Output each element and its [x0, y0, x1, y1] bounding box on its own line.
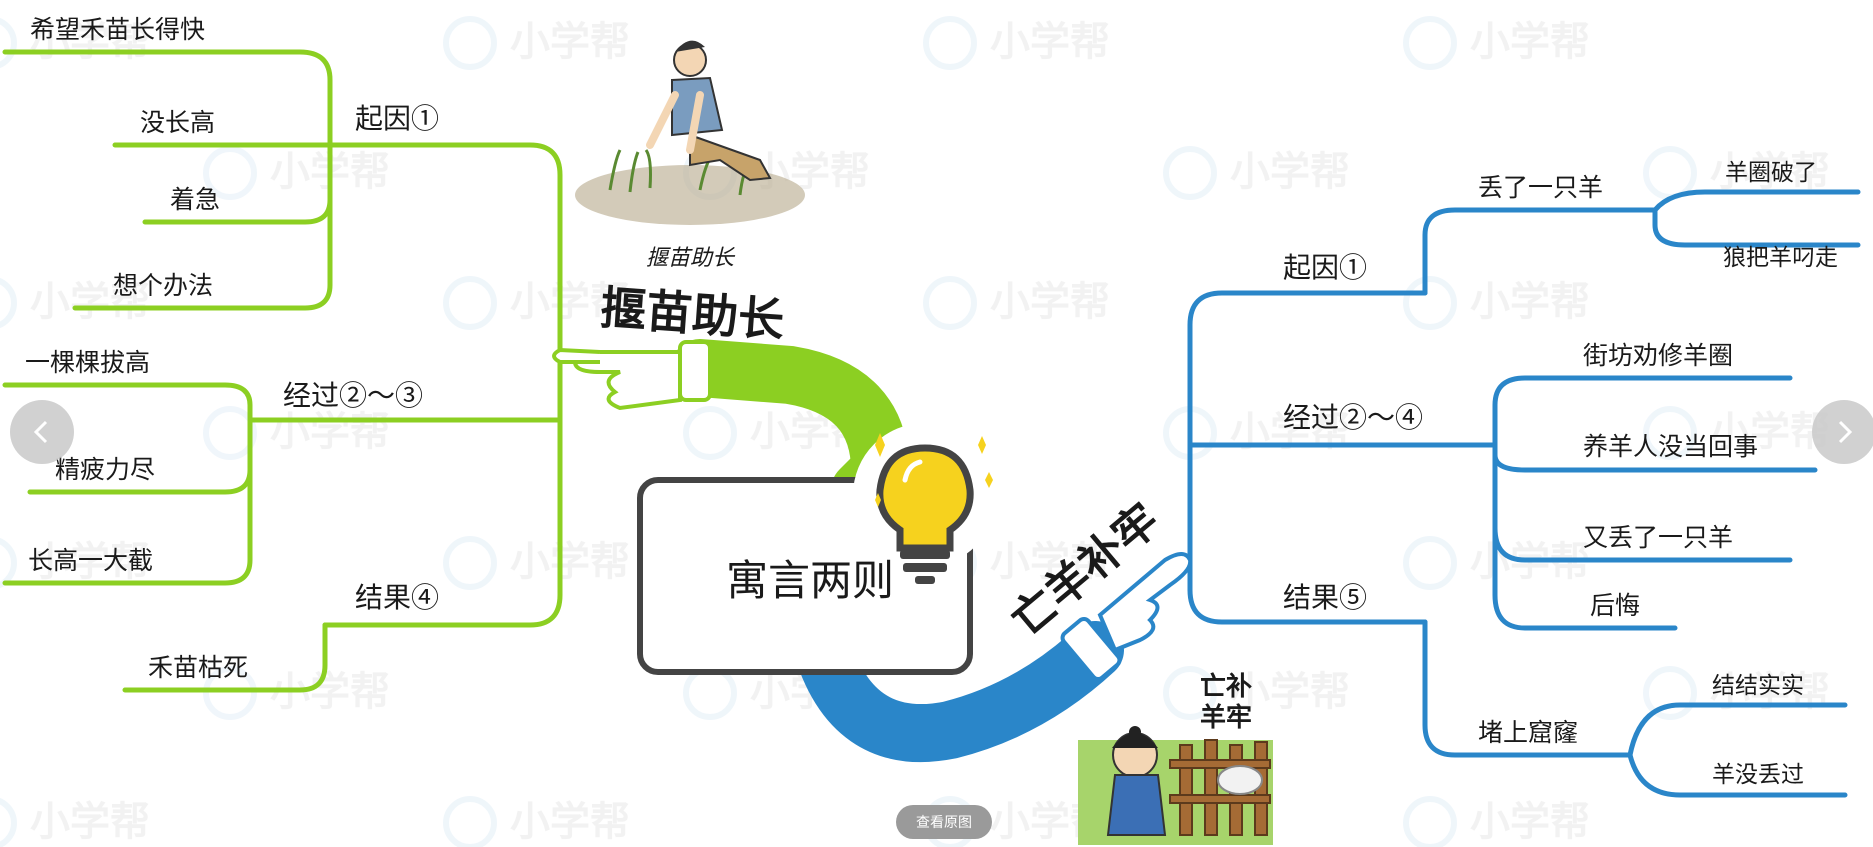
right-story-nodes: 起因① 经过②～④ 结果⑤ 丢了一只羊 羊圈破了 狼把羊叼走 街坊劝修羊圈 养羊…	[1283, 160, 1838, 788]
center-title: 寓言两则	[726, 556, 894, 605]
right-leaf: 后悔	[1590, 591, 1640, 620]
right-branch-result: 结果⑤	[1283, 581, 1367, 614]
left-branch-lines	[2, 49, 563, 693]
light-bulb-icon	[853, 423, 997, 584]
previous-image-button[interactable]	[10, 400, 74, 464]
right-leaf: 羊没丢过	[1712, 762, 1804, 788]
left-leaf: 想个办法	[113, 271, 213, 300]
left-leaf: 禾苗枯死	[148, 653, 248, 682]
right-leaf: 又丢了一只羊	[1583, 523, 1733, 552]
left-leaf: 没长高	[140, 108, 215, 137]
right-leaf: 狼把羊叼走	[1723, 245, 1838, 271]
left-story-nodes: 起因① 经过②～③ 结果④ 希望禾苗长得快 没长高 着急 想个办法 一棵棵拔高 …	[25, 15, 439, 682]
left-leaf: 长高一大截	[28, 546, 153, 575]
next-image-button[interactable]	[1812, 400, 1873, 464]
right-pointing-hand	[1060, 552, 1193, 682]
chevron-right-icon	[1838, 420, 1853, 444]
left-leaf: 着急	[170, 185, 220, 214]
left-leaf: 精疲力尽	[55, 455, 155, 484]
green-arm	[552, 339, 910, 519]
right-sub-node: 堵上窟窿	[1478, 718, 1578, 747]
left-pointing-hand	[552, 340, 712, 411]
left-branch-process: 经过②～③	[283, 379, 423, 412]
right-leaf: 街坊劝修羊圈	[1583, 341, 1733, 370]
left-branch-cause: 起因①	[355, 102, 439, 135]
left-branch-result: 结果④	[355, 581, 439, 614]
right-leaf: 羊圈破了	[1725, 160, 1817, 186]
right-sub-node: 丢了一只羊	[1478, 173, 1603, 202]
left-illustration-caption: 揠苗助长	[646, 246, 736, 271]
right-illustration-caption-line2: 羊牢	[1200, 702, 1252, 733]
right-branch-process: 经过②～④	[1283, 401, 1423, 434]
right-leaf: 养羊人没当回事	[1583, 432, 1758, 461]
right-illustration-caption-line1: 亡补	[1200, 671, 1252, 702]
left-story-title: 揠苗助长	[599, 281, 786, 348]
shepherd-fence-illustration	[1078, 726, 1273, 845]
right-branch-cause: 起因①	[1283, 251, 1367, 284]
farmer-pulling-seedlings-illustration	[575, 40, 805, 225]
blue-arm	[791, 552, 1193, 763]
left-leaf: 一棵棵拔高	[25, 348, 150, 377]
chevron-left-icon	[33, 420, 48, 444]
right-leaf: 结结实实	[1712, 673, 1804, 699]
left-leaf: 希望禾苗长得快	[30, 15, 205, 44]
right-branch-lines	[1187, 189, 1861, 798]
view-original-button[interactable]: 查看原图	[896, 805, 992, 839]
